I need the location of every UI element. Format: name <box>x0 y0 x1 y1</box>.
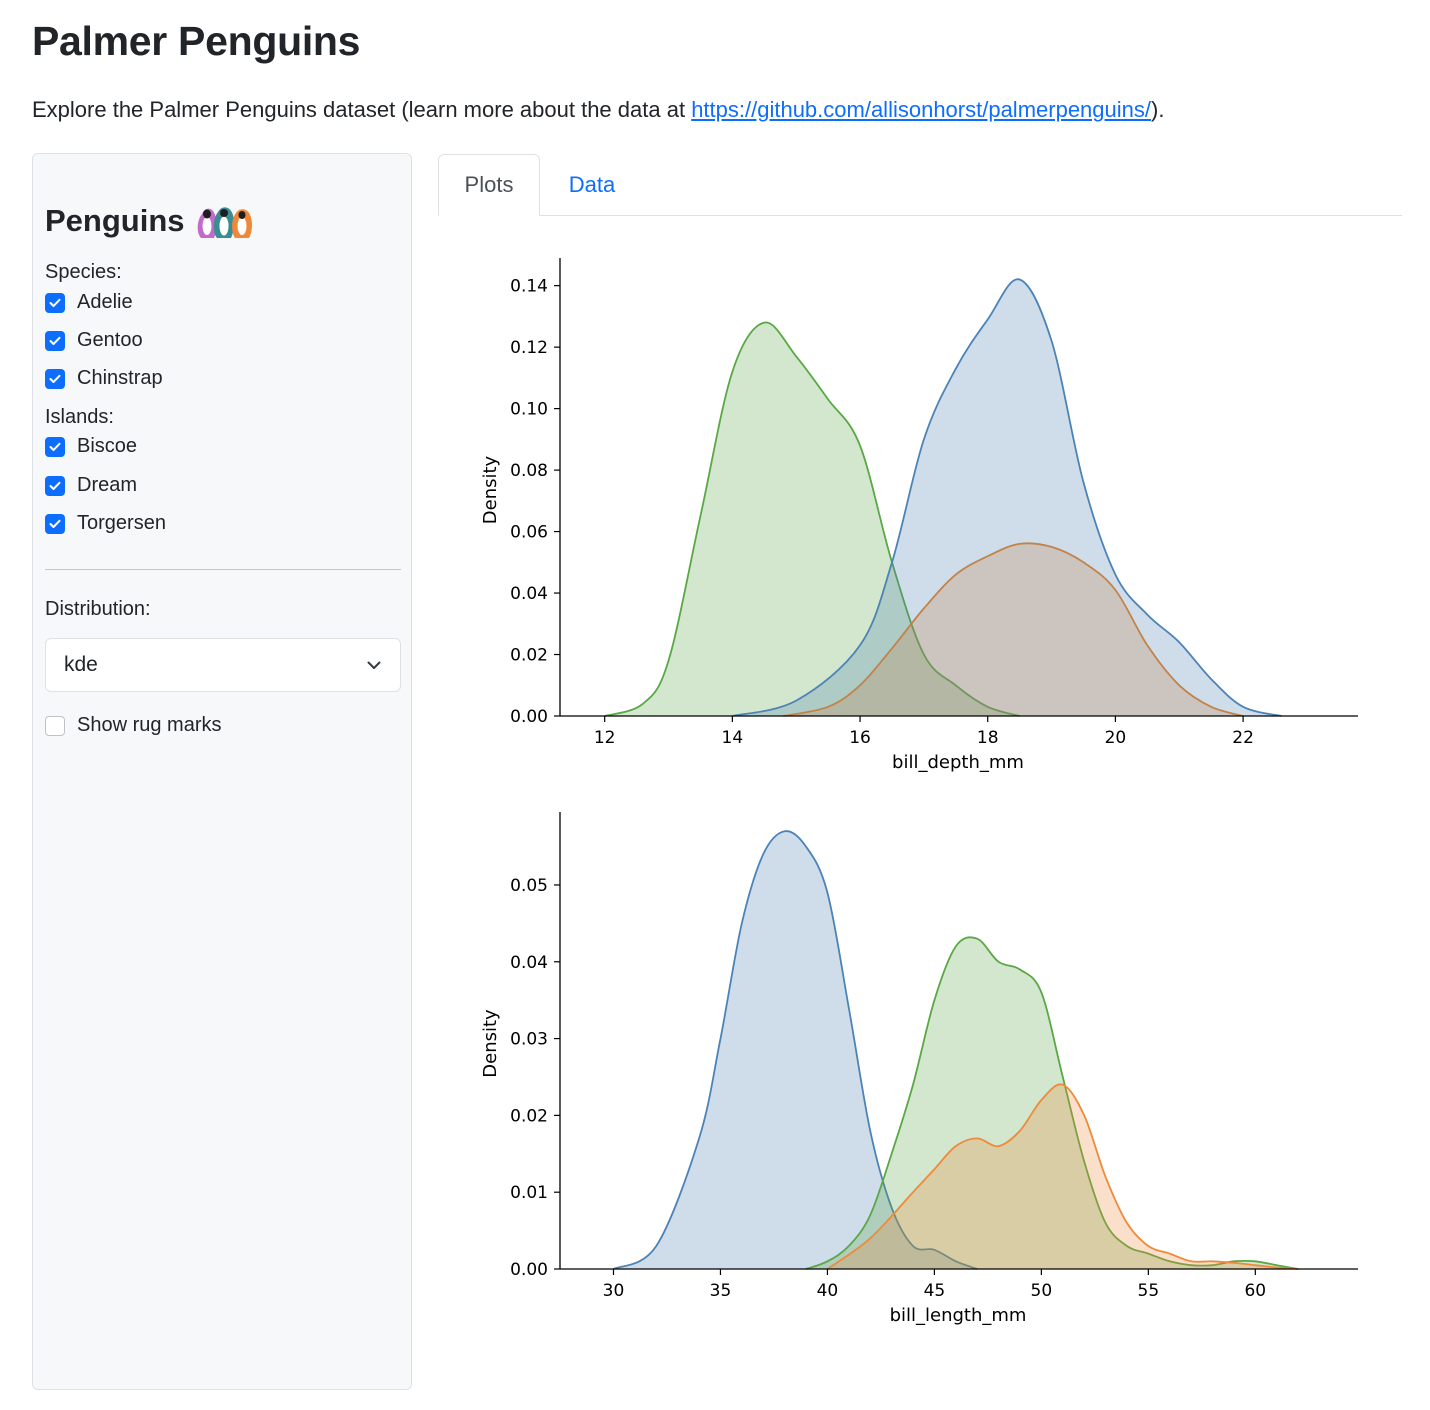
checkbox-checked-icon[interactable] <box>45 292 65 313</box>
chevron-down-icon <box>366 655 382 679</box>
kde-chart-2: 30 35 40 45 50 55 60 0.00 0.01 0.02 0.03 0.04 0.05 bi… <box>480 812 1358 1326</box>
x-tick-label: 20 <box>1105 728 1127 748</box>
x-tick-label: 55 <box>1138 1281 1160 1301</box>
y-tick-label: 0.03 <box>510 1030 548 1050</box>
species-adelie-checkbox[interactable]: Adelie <box>45 291 133 314</box>
series-1-line <box>613 830 978 1270</box>
islands-label: Islands: <box>45 406 114 428</box>
x-tick-label: 14 <box>722 728 744 748</box>
sidebar: Penguins Species: Adelie G <box>32 153 412 1390</box>
x-tick-label: 45 <box>924 1281 946 1301</box>
y-tick-label: 0.02 <box>510 646 548 666</box>
kde-chart-1: 12 14 16 18 20 22 0.00 0.02 0.04 0.06 0.08 0.10 0.12… <box>480 258 1358 773</box>
y-tick-label: 0.14 <box>510 277 548 297</box>
x-tick-label: 40 <box>817 1281 839 1301</box>
y-tick-label: 0.04 <box>510 953 548 973</box>
intro-text: Explore the Palmer Penguins dataset (lea… <box>32 97 1164 123</box>
series-2-area <box>732 279 1282 716</box>
checkbox-label: Biscoe <box>77 435 138 457</box>
x-tick-label: 22 <box>1232 728 1254 748</box>
y-axis-label: Density <box>480 1009 501 1078</box>
species-label: Species: <box>45 261 122 283</box>
checkbox-label: Gentoo <box>77 329 143 351</box>
series-2-line <box>805 936 1299 1270</box>
checkbox-label: Show rug marks <box>77 714 222 736</box>
x-tick-label: 60 <box>1244 1281 1266 1301</box>
series-3-area <box>783 543 1244 716</box>
island-biscoe-checkbox[interactable]: Biscoe <box>45 435 137 458</box>
checkbox-unchecked-icon[interactable] <box>45 715 65 736</box>
y-tick-label: 0.00 <box>510 1260 548 1280</box>
x-axis-label: bill_length_mm <box>890 1305 1027 1326</box>
distribution-select-value: kde <box>64 653 98 676</box>
sidebar-title-text: Penguins <box>45 203 185 238</box>
checkbox-checked-icon[interactable] <box>45 436 65 457</box>
page-title: Palmer Penguins <box>32 18 361 64</box>
x-axis-label: bill_depth_mm <box>892 752 1024 773</box>
checkbox-label: Adelie <box>77 291 133 313</box>
distribution-label: Distribution: <box>45 598 151 620</box>
y-axis-label: Density <box>480 455 501 524</box>
y-tick-label: 0.10 <box>510 400 548 420</box>
y-tick-label: 0.00 <box>510 707 548 727</box>
x-tick-label: 18 <box>977 728 999 748</box>
x-tick-label: 35 <box>710 1281 732 1301</box>
y-tick-label: 0.04 <box>510 584 548 604</box>
series-1-line <box>604 321 1020 717</box>
tab-bar: Plots Data <box>438 154 1402 216</box>
intro-prefix: Explore the Palmer Penguins dataset (lea… <box>32 97 692 122</box>
x-tick-label: 50 <box>1031 1281 1053 1301</box>
series-1-area <box>613 831 978 1269</box>
distribution-select[interactable]: kde <box>45 638 401 692</box>
tab-plots[interactable]: Plots <box>438 154 540 216</box>
show-rug-marks-checkbox[interactable]: Show rug marks <box>45 714 222 737</box>
checkbox-label: Torgersen <box>77 512 166 534</box>
sidebar-divider <box>45 569 401 570</box>
series-3-line <box>783 542 1244 717</box>
checkbox-checked-icon[interactable] <box>45 513 65 534</box>
y-tick-label: 0.12 <box>510 338 548 358</box>
x-tick-label: 12 <box>594 728 616 748</box>
series-2-area <box>806 937 1299 1269</box>
intro-suffix: ). <box>1151 97 1165 122</box>
species-chinstrap-checkbox[interactable]: Chinstrap <box>45 367 163 390</box>
checkbox-checked-icon[interactable] <box>45 330 65 351</box>
checkbox-label: Dream <box>77 474 138 496</box>
penguins-logo-icon <box>195 202 259 240</box>
species-gentoo-checkbox[interactable]: Gentoo <box>45 329 143 352</box>
series-1-area <box>604 322 1020 716</box>
checkbox-checked-icon[interactable] <box>45 475 65 496</box>
checkbox-checked-icon[interactable] <box>45 368 65 389</box>
checkbox-label: Chinstrap <box>77 367 163 389</box>
tab-data[interactable]: Data <box>568 172 616 197</box>
y-tick-label: 0.05 <box>510 876 548 896</box>
x-tick-label: 16 <box>849 728 871 748</box>
sidebar-title: Penguins <box>45 202 259 240</box>
island-dream-checkbox[interactable]: Dream <box>45 474 137 497</box>
y-tick-label: 0.08 <box>510 461 548 481</box>
y-tick-label: 0.02 <box>510 1106 548 1126</box>
y-tick-label: 0.01 <box>510 1183 548 1203</box>
y-tick-label: 0.06 <box>510 523 548 543</box>
series-2-line <box>732 278 1282 717</box>
series-3-line <box>826 1083 1299 1270</box>
series-3-area <box>827 1084 1299 1269</box>
x-tick-label: 30 <box>603 1281 625 1301</box>
palmerpenguins-link[interactable]: https://github.com/allisonhorst/palmerpe… <box>691 97 1151 122</box>
island-torgersen-checkbox[interactable]: Torgersen <box>45 512 166 535</box>
